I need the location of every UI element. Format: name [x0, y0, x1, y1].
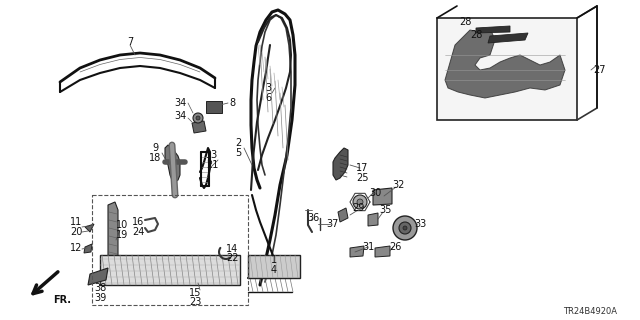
Polygon shape [445, 28, 565, 98]
Polygon shape [350, 246, 364, 257]
Text: 31: 31 [362, 242, 374, 252]
Text: 32: 32 [392, 180, 404, 190]
Text: 9: 9 [152, 143, 158, 153]
Circle shape [403, 226, 407, 230]
Text: 33: 33 [414, 219, 426, 229]
Bar [100, 255, 240, 285]
Polygon shape [206, 101, 222, 113]
Polygon shape [476, 26, 510, 33]
Text: 14: 14 [226, 244, 238, 254]
Text: TR24B4920A: TR24B4920A [563, 308, 617, 316]
Text: 26: 26 [389, 242, 401, 252]
Text: 5: 5 [235, 148, 241, 158]
Text: 24: 24 [132, 227, 144, 237]
Bar [248, 255, 300, 278]
Polygon shape [375, 246, 390, 257]
Text: 29: 29 [352, 203, 364, 213]
Text: 1: 1 [271, 255, 277, 265]
Polygon shape [165, 145, 180, 182]
Text: 19: 19 [116, 230, 128, 240]
Circle shape [353, 195, 367, 209]
Circle shape [399, 222, 411, 234]
Bar [92, 195, 248, 305]
Text: 39: 39 [94, 293, 106, 303]
Text: 15: 15 [189, 288, 201, 298]
Text: 12: 12 [70, 243, 82, 253]
Circle shape [193, 113, 203, 123]
Polygon shape [85, 224, 94, 232]
Polygon shape [488, 33, 528, 43]
Text: 2: 2 [235, 138, 241, 148]
Circle shape [393, 216, 417, 240]
Circle shape [357, 199, 363, 205]
Text: 37: 37 [326, 219, 338, 229]
Polygon shape [338, 208, 348, 222]
Text: 34: 34 [174, 111, 186, 121]
Text: 23: 23 [189, 297, 201, 307]
Text: FR.: FR. [53, 295, 71, 305]
Text: 11: 11 [70, 217, 82, 227]
Text: 38: 38 [94, 283, 106, 293]
Text: 4: 4 [271, 265, 277, 275]
Text: 7: 7 [127, 37, 133, 47]
Circle shape [196, 116, 200, 120]
Text: 16: 16 [132, 217, 144, 227]
Polygon shape [373, 188, 392, 205]
Text: 36: 36 [307, 213, 319, 223]
Polygon shape [192, 121, 206, 133]
Text: 18: 18 [149, 153, 161, 163]
Text: 8: 8 [229, 98, 235, 108]
Text: 10: 10 [116, 220, 128, 230]
Text: 21: 21 [206, 160, 218, 170]
Text: 30: 30 [369, 188, 381, 198]
Polygon shape [88, 268, 108, 285]
Text: 20: 20 [70, 227, 82, 237]
Text: 6: 6 [265, 93, 271, 103]
Text: 35: 35 [379, 205, 391, 215]
Bar [437, 18, 577, 120]
Text: 13: 13 [206, 150, 218, 160]
Polygon shape [333, 148, 348, 180]
Polygon shape [84, 244, 92, 253]
Polygon shape [368, 213, 378, 226]
Text: 17: 17 [356, 163, 368, 173]
Text: 25: 25 [356, 173, 368, 183]
Text: 3: 3 [265, 83, 271, 93]
Text: 28: 28 [470, 30, 482, 40]
Text: 22: 22 [226, 253, 238, 263]
Text: 34: 34 [174, 98, 186, 108]
Text: 28: 28 [459, 17, 471, 27]
Polygon shape [108, 202, 118, 278]
Text: 27: 27 [594, 65, 606, 75]
